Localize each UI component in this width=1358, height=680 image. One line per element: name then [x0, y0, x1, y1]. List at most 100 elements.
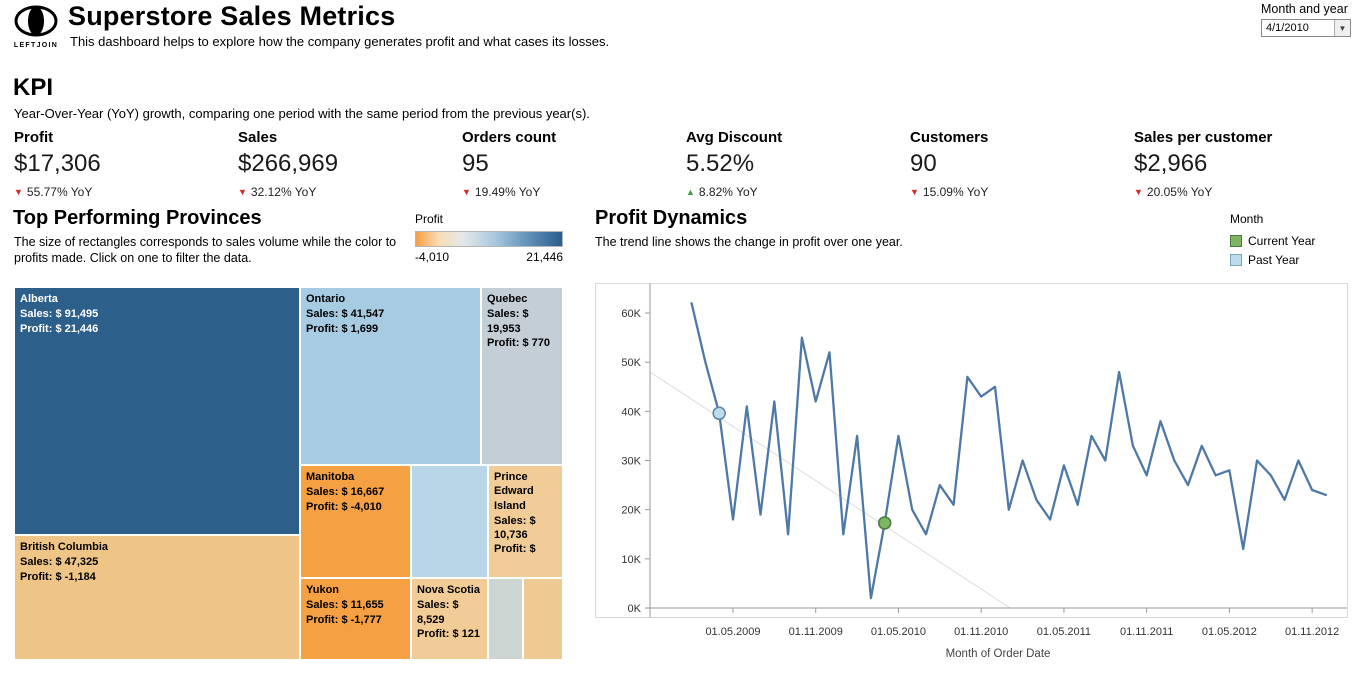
kpi-delta: ▼ 15.09% YoY [910, 185, 1134, 199]
treemap-cell-nova-scotia[interactable]: Nova Scotia Sales: $ 8,529 Profit: $ 121 [411, 578, 488, 660]
kpi-section-subtitle: Year-Over-Year (YoY) growth, comparing o… [14, 106, 590, 121]
triangle-down-icon: ▼ [1134, 186, 1143, 197]
kpi-delta: ▼ 20.05% YoY [1134, 185, 1358, 199]
treemap-cell-prince-edward-island[interactable]: Prince Edward Island Sales: $ 10,736 Profi… [488, 465, 563, 578]
x-tick-label: 01.11.2012 [1285, 626, 1339, 638]
y-tick-label: 40K [621, 406, 641, 418]
page-subtitle: This dashboard helps to explore how the … [70, 34, 610, 49]
treemap-cell-alberta[interactable]: Alberta Sales: $ 91,495 Profit: $ 21,446 [14, 287, 300, 535]
province-name: Manitoba [306, 471, 355, 483]
legend-item-past-year[interactable]: Past Year [1230, 250, 1315, 269]
profit-line[interactable] [690, 302, 1328, 600]
kpi-value: $266,969 [238, 150, 339, 177]
y-tick-label: 50K [621, 357, 641, 369]
triangle-up-icon: ▲ [686, 186, 695, 197]
kpi-card-sales-per-customer: Sales per customer $2,966 ▼ 20.05% YoY [1134, 129, 1358, 199]
kpi-row: Profit $17,306 ▼ 55.77% YoY Sales $266,969 ▼ 32… [14, 129, 1358, 199]
kpi-card-profit: Profit $17,306 ▼ 55.77% YoY [14, 129, 238, 199]
x-tick-label: 01.11.2009 [789, 626, 843, 638]
kpi-label: Customers [910, 129, 989, 146]
kpi-delta: ▼ 19.49% YoY [462, 185, 686, 199]
x-tick-label: 01.05.2009 [705, 626, 760, 638]
treemap-cell-unlabeled-9[interactable] [488, 578, 523, 660]
province-sales: Sales: $ 47,325 [20, 556, 99, 569]
province-profit: Profit: $ 770 [487, 336, 550, 349]
chevron-down-icon[interactable]: ▼ [1334, 20, 1350, 36]
treemap-cell-yukon[interactable]: Yukon Sales: $ 11,655 Profit: $ -1,777 [300, 578, 411, 660]
profit-dynamics-plot[interactable]: 0K 10K 20K 30K 40K 50K 60K 01.05.2009 01.11.2009… [595, 280, 1348, 675]
month-filter-label: Month and year [1261, 2, 1348, 16]
treemap-cell-quebec[interactable]: Quebec Sales: $ 19,953 Profit: $ 770 [481, 287, 563, 465]
profit-dynamics-subtitle: The trend line shows the change in profi… [595, 235, 903, 249]
kpi-label: Profit [14, 129, 54, 146]
leftjoin-logo-icon [13, 5, 59, 43]
legend-item-current-year[interactable]: Current Year [1230, 231, 1315, 250]
profit-dynamics-chart[interactable]: 0K 10K 20K 30K 40K 50K 60K 01.05.2009 01.11.2009… [595, 280, 1348, 675]
kpi-label: Avg Discount [686, 129, 783, 146]
kpi-value: 90 [910, 150, 937, 177]
x-tick-label: 01.05.2011 [1037, 626, 1091, 638]
x-tick-label: 01.05.2010 [871, 626, 926, 638]
triangle-down-icon: ▼ [910, 186, 919, 197]
kpi-delta: ▲ 8.82% YoY [686, 185, 910, 199]
province-profit: Profit: $ -1,777 [306, 613, 382, 626]
legend-swatch-icon [1230, 234, 1242, 247]
kpi-card-avg-discount: Avg Discount 5.52% ▲ 8.82% YoY [686, 129, 910, 199]
y-tick-label: 10K [621, 554, 641, 566]
province-profit: Profit: $ 121 [417, 627, 480, 640]
marker-past-year[interactable] [712, 406, 726, 421]
province-sales: Sales: $ 11,655 [306, 599, 384, 612]
profit-dynamics-title: Profit Dynamics [595, 207, 748, 229]
province-name: Quebec [487, 293, 528, 305]
treemap-cell-unlabeled-5[interactable] [411, 465, 488, 578]
month-year-value: 4/1/2010 [1266, 22, 1309, 34]
kpi-card-sales: Sales $266,969 ▼ 32.12% YoY [238, 129, 462, 199]
legend-label: Past Year [1248, 252, 1300, 267]
treemap: Alberta Sales: $ 91,495 Profit: $ 21,446 Br… [14, 287, 563, 660]
province-name: Yukon [306, 584, 340, 596]
kpi-value: $17,306 [14, 150, 101, 177]
treemap-cell-british-columbia[interactable]: British Columbia Sales: $ 47,325 Profit: $… [14, 535, 300, 660]
logo-wordmark: LEFTJOIN [13, 42, 59, 49]
province-name: Prince Edward Island [494, 471, 534, 512]
province-profit: Profit: $ 21,446 [20, 322, 99, 335]
kpi-delta-text: 19.49% YoY [474, 185, 541, 199]
province-profit: Profit: $ -4,010 [306, 500, 382, 513]
kpi-label: Sales per customer [1134, 129, 1273, 146]
x-axis-title: Month of Order Date [946, 648, 1051, 660]
y-tick-label: 0K [628, 603, 642, 615]
province-sales: Sales: $ 19,953 [487, 308, 529, 335]
gradient-max-label: 21,446 [526, 250, 563, 264]
treemap-legend-labels: -4,010 21,446 [415, 250, 563, 264]
province-name: Ontario [306, 293, 346, 305]
province-name: British Columbia [20, 541, 109, 553]
treemap-legend-title: Profit [415, 212, 444, 226]
province-profit: Profit: $ 1,699 [306, 322, 379, 335]
province-profit: Profit: $ -1,184 [20, 570, 96, 583]
kpi-delta-text: 8.82% YoY [698, 185, 758, 199]
leftjoin-logo: LEFTJOIN [8, 5, 64, 49]
kpi-label: Orders count [462, 129, 557, 146]
treemap-cell-ontario[interactable]: Ontario Sales: $ 41,547 Profit: $ 1,699 [300, 287, 481, 465]
legend-label: Current Year [1248, 233, 1316, 248]
month-legend: Current Year Past Year [1230, 231, 1315, 269]
triangle-down-icon: ▼ [238, 186, 247, 197]
marker-current-year[interactable] [877, 516, 892, 530]
kpi-delta-text: 32.12% YoY [250, 185, 317, 199]
x-tick-label: 01.11.2011 [1120, 626, 1173, 638]
province-name: Nova Scotia [417, 584, 480, 596]
plot-border [595, 283, 1348, 618]
kpi-delta: ▼ 32.12% YoY [238, 185, 462, 199]
treemap-cell-manitoba[interactable]: Manitoba Sales: $ 16,667 Profit: $ -4,010 [300, 465, 411, 578]
kpi-card-customers: Customers 90 ▼ 15.09% YoY [910, 129, 1134, 199]
kpi-value: 95 [462, 150, 489, 177]
month-year-select[interactable]: 4/1/2010 ▼ [1261, 19, 1351, 37]
x-tick-label: 01.11.2010 [954, 626, 1008, 638]
kpi-value: 5.52% [686, 150, 755, 177]
kpi-delta-text: 55.77% YoY [26, 185, 93, 199]
month-legend-title: Month [1230, 212, 1264, 226]
province-name: Alberta [20, 293, 58, 305]
province-sales: Sales: $ 41,547 [306, 308, 385, 321]
treemap-cell-unlabeled-10[interactable] [523, 578, 563, 660]
province-sales: Sales: $ 8,529 [417, 599, 459, 626]
